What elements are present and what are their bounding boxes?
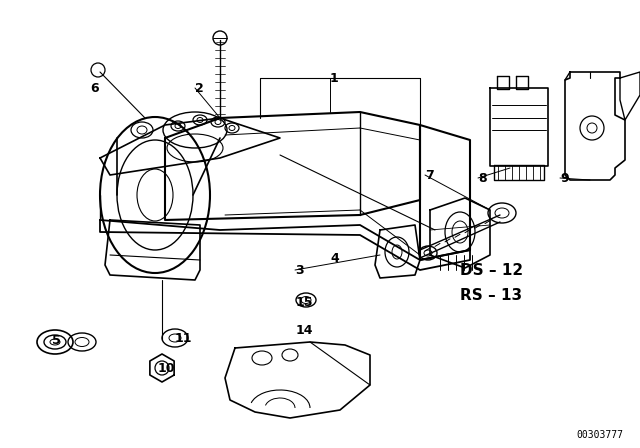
- Text: 00303777: 00303777: [577, 430, 623, 440]
- Text: 3: 3: [295, 263, 303, 276]
- Text: 14: 14: [296, 323, 314, 336]
- Text: 1: 1: [330, 72, 339, 85]
- Text: 2: 2: [195, 82, 204, 95]
- Text: 8: 8: [478, 172, 486, 185]
- Text: 6: 6: [90, 82, 99, 95]
- Text: 15: 15: [296, 296, 314, 309]
- Text: 11: 11: [175, 332, 193, 345]
- Text: RS – 13: RS – 13: [460, 288, 522, 302]
- Text: 5: 5: [52, 333, 61, 346]
- Text: DS – 12: DS – 12: [460, 263, 523, 277]
- Text: 9: 9: [560, 172, 568, 185]
- Text: 7: 7: [425, 168, 434, 181]
- Text: 4: 4: [330, 251, 339, 264]
- Text: 10: 10: [158, 362, 175, 375]
